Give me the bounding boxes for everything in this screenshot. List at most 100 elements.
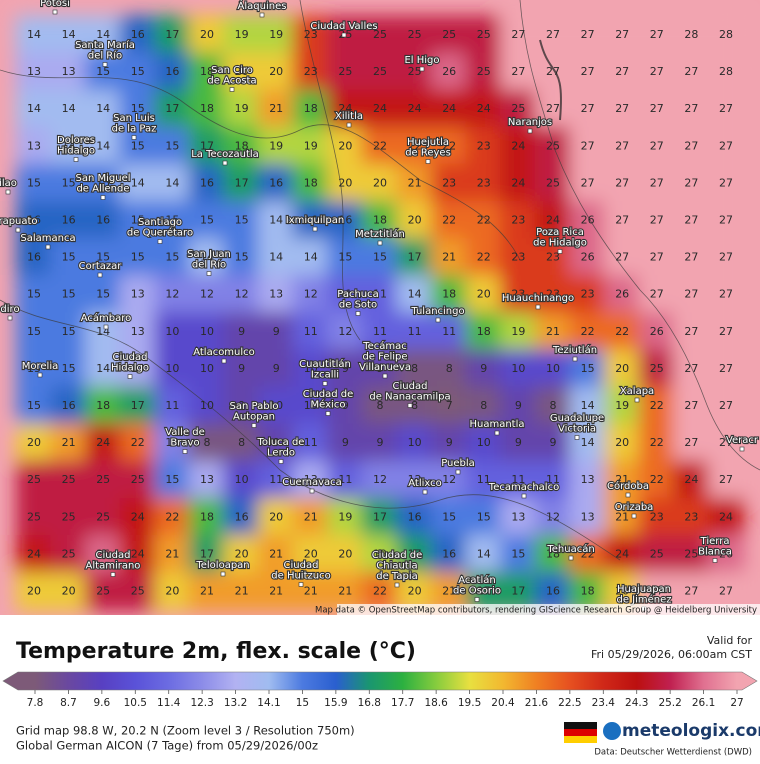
temperature-value: 27 (719, 399, 733, 412)
temperature-cell (569, 15, 606, 55)
scale-ticks: 7.8 8.7 9.6 10.5 11.4 12.3 13.2 14.1 15 15.9 16.8 1… (27, 690, 744, 709)
city-marker (73, 157, 79, 162)
temperature-value: 22 (373, 139, 387, 152)
temperature-value: 14 (165, 176, 179, 189)
temperature-cell (603, 349, 641, 389)
temperature-cell (50, 460, 87, 500)
temperature-value: 27 (684, 362, 698, 375)
temperature-cell (50, 52, 87, 92)
city-name: Hidalgo (57, 146, 95, 157)
temperature-cell (534, 460, 572, 500)
temperature-cell (292, 200, 330, 241)
temperature-value: 12 (546, 510, 560, 523)
temperature-cell (188, 460, 226, 500)
city-name: de Reyes (405, 148, 451, 159)
temperature-value: 27 (511, 65, 525, 78)
temperature-cell (223, 89, 260, 129)
temperature-cell (188, 312, 226, 352)
temperature-cell (50, 15, 87, 55)
temperature-cell (84, 126, 122, 166)
city-marker (407, 403, 413, 408)
city-name: de Felipe (362, 352, 407, 363)
city-marker (527, 128, 533, 134)
temperature-cell (603, 15, 641, 55)
temperature-cell (569, 126, 606, 166)
temperature-value: 27 (684, 325, 698, 338)
city-name: Dolores (57, 135, 95, 146)
temperature-value: 22 (131, 436, 145, 449)
temperature-value: 27 (581, 28, 595, 41)
temperature-value: 24 (719, 510, 733, 523)
temperature-value: 8 (411, 399, 418, 412)
temperature-value: 10 (304, 362, 318, 375)
temperature-value: 27 (719, 436, 733, 449)
temperature-value: 25 (27, 510, 41, 523)
temperature-cell (223, 423, 260, 463)
temperature-cell (603, 386, 641, 426)
scale-tick-label: 26.1 (692, 697, 715, 709)
temperature-value: 21 (442, 251, 456, 264)
temperature-cell (361, 126, 399, 166)
temperature-value: 23 (304, 28, 318, 41)
city-marker (474, 597, 480, 602)
city-name: Álaquines (238, 0, 287, 12)
city-marker (394, 582, 400, 588)
temperature-cell (569, 238, 606, 278)
temperature-value: 12 (235, 288, 249, 301)
temperature-cell (327, 312, 364, 352)
temperature-cell (327, 534, 364, 574)
temperature-cell (361, 460, 399, 500)
temperature-cell (569, 423, 606, 463)
city-marker (52, 9, 58, 15)
temperature-cell (257, 200, 295, 241)
temperature-cell (50, 571, 87, 612)
temperature-value: 13 (304, 473, 318, 486)
temperature-cell (465, 89, 503, 129)
temperature-cell (430, 89, 468, 129)
temperature-cell (603, 126, 641, 166)
temperature-value: 15 (131, 251, 145, 264)
temperature-cell (84, 275, 122, 315)
temperature-cell (638, 163, 676, 203)
temperature-cell (673, 126, 710, 166)
temperature-cell (50, 163, 87, 203)
temperature-cell (500, 423, 537, 463)
temperature-value: 20 (615, 436, 629, 449)
temperature-cell (257, 15, 295, 55)
city-name: de Hidalgo (533, 238, 587, 249)
temperature-cell (673, 15, 710, 55)
temperature-value: 21 (546, 325, 560, 338)
temperature-cell (188, 571, 226, 612)
temperature-value: 15 (27, 176, 41, 189)
temperature-value: 26 (442, 65, 456, 78)
city-name: Ciudad de (372, 550, 423, 561)
temperature-value: 18 (235, 139, 249, 152)
temperature-cell (327, 200, 364, 241)
temperature-cell (465, 534, 503, 574)
temperature-value: 14 (62, 102, 76, 115)
temperature-cell (292, 89, 330, 129)
temperature-cell (15, 534, 53, 574)
temperature-value: 27 (719, 176, 733, 189)
temperature-cell (257, 571, 295, 612)
temperature-cell (430, 423, 468, 463)
temperature-value: 27 (719, 288, 733, 301)
temperature-value: 9 (480, 362, 487, 375)
temperature-cell (707, 275, 745, 315)
temperature-value: 10 (200, 325, 214, 338)
temperature-field (15, 15, 745, 612)
temperature-cell (430, 534, 468, 574)
city-name: del Río (88, 50, 122, 62)
temperature-value: 26 (581, 251, 595, 264)
temperature-cell (430, 163, 468, 203)
temperature-value: 15 (373, 251, 387, 264)
city-name: Huamantla (469, 419, 524, 430)
city-name: Guadalupe (550, 413, 604, 424)
city-name: Villanueva (359, 362, 411, 373)
scale-tick-label: 27 (730, 697, 743, 709)
temperature-cell (534, 163, 572, 203)
temperature-value: 14 (27, 28, 41, 41)
temperature-value: 23 (546, 251, 560, 264)
temperature-value: 18 (546, 547, 560, 560)
city-name: Tecámac (362, 340, 407, 352)
